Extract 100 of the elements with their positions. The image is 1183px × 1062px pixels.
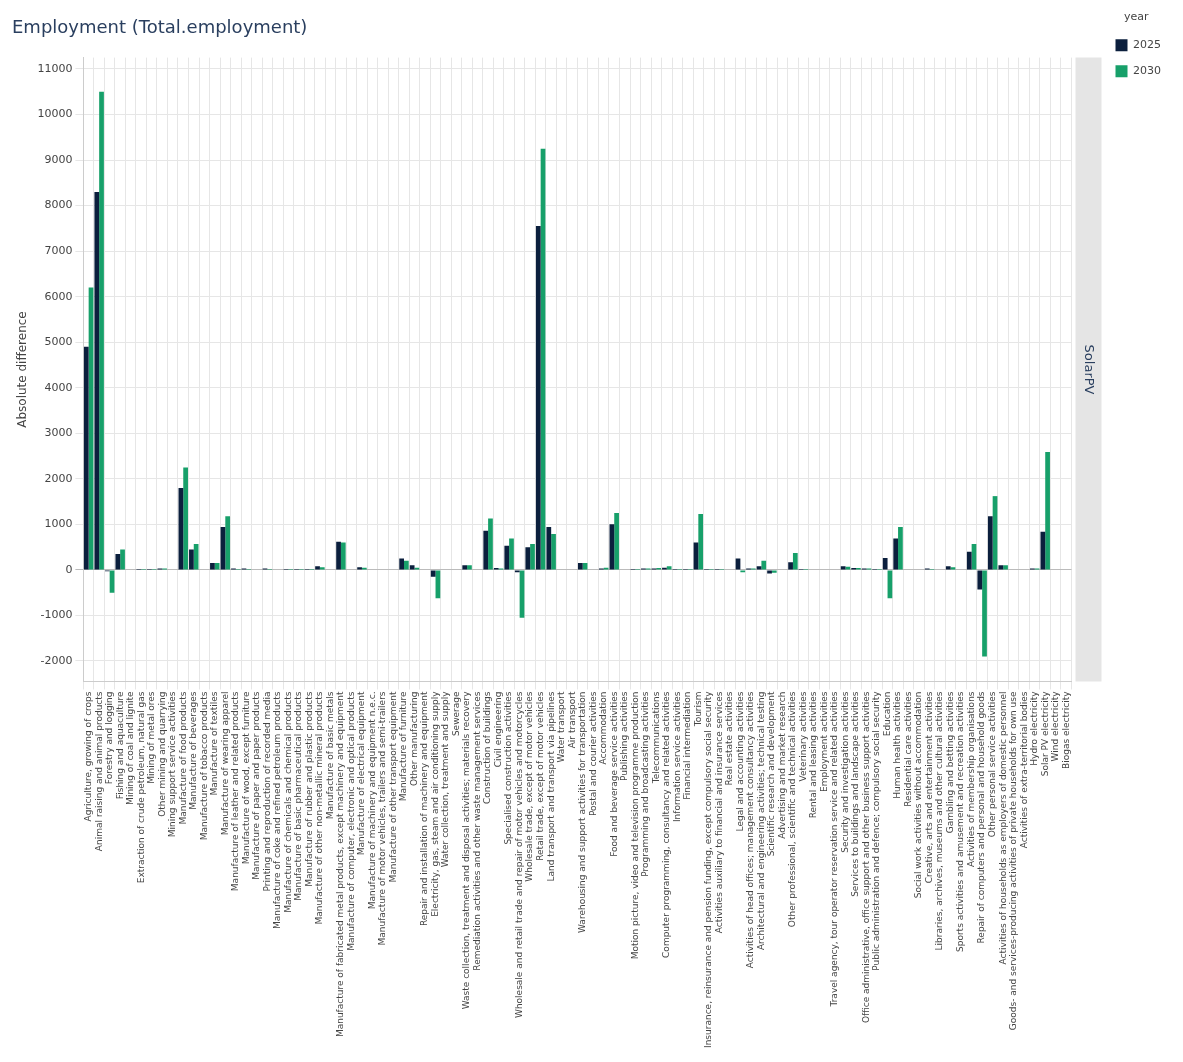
x-tick-label: Electricity, gas, steam and air conditioning supply	[429, 690, 440, 917]
bar	[225, 516, 231, 570]
x-tick-label: Repair and installation of machinery and equipment	[419, 691, 430, 927]
x-tick-label: Manufacture of basic metals	[324, 691, 335, 820]
bar	[504, 545, 510, 570]
x-tick-label: Remediation activities and other waste management services	[471, 691, 482, 971]
x-tick-label: Legal and accounting activities	[734, 691, 745, 832]
x-tick-label: Publishing activities	[619, 691, 630, 781]
x-tick-label: Security and investigation activities	[839, 691, 850, 853]
bar	[788, 562, 793, 570]
bar	[551, 533, 556, 570]
bar	[698, 513, 704, 570]
bar	[998, 565, 1004, 570]
bar	[893, 538, 899, 570]
bar	[399, 558, 404, 570]
bar	[409, 565, 415, 570]
y-tick-label: 6000	[44, 289, 73, 303]
x-tick-label: Postal and courier activities	[587, 691, 598, 817]
bar	[509, 538, 514, 570]
bar	[977, 570, 983, 590]
x-tick-label: Fishing and aquaculture	[114, 691, 125, 800]
x-tick-label: Activities of extra-territorial bodies	[1018, 691, 1029, 849]
x-tick-label: Rental and leasing activities	[808, 691, 819, 819]
x-tick-label: Manufacture of furniture	[398, 691, 409, 802]
bar	[210, 563, 215, 570]
x-tick-label: Advertising and market research	[776, 691, 787, 839]
y-axis-title: Absolute difference	[15, 311, 30, 428]
bar	[83, 346, 89, 570]
x-tick-label: Agriculture, growing of crops	[82, 691, 93, 822]
bar	[430, 570, 436, 577]
x-tick-label: Mining of coal and lignite	[125, 691, 136, 805]
x-tick-label: Human health activities	[892, 691, 903, 799]
x-tick-label: Real estate activities	[724, 691, 735, 786]
x-tick-label: Manufacture of wearing apparel	[219, 691, 230, 836]
y-tick-label: 10000	[37, 107, 73, 121]
bar	[882, 558, 888, 570]
x-tick-label: Manufacture of other transport equipment	[387, 691, 398, 883]
x-tick-label: Solar PV electricity	[1039, 690, 1050, 777]
x-tick-label: Gambling and betting activities	[944, 691, 955, 834]
y-tick-label: 7000	[44, 244, 73, 257]
x-tick-label: Manufacture of coke and refined petroleum products	[272, 691, 283, 929]
x-tick-label: Wind electricity	[1050, 690, 1061, 762]
x-tick-label: Manufacture of fabricated metal products, except machinery and equipment	[335, 691, 346, 1038]
bar	[614, 512, 619, 570]
bar	[1003, 565, 1008, 570]
bar	[94, 191, 100, 570]
bar	[483, 530, 489, 570]
bar	[987, 516, 993, 570]
x-tick-label: Food and beverage service activities	[608, 691, 619, 857]
bar	[530, 543, 535, 570]
bar	[183, 467, 188, 570]
x-tick-label: Forestry and logging	[104, 691, 115, 785]
bar	[404, 560, 409, 570]
bar	[982, 570, 987, 657]
x-tick-label: Manufacture of leather and related products	[230, 691, 241, 892]
x-tick-label: Wholesale trade, except of motor vehicles	[524, 691, 535, 882]
text: SolarPV	[1082, 344, 1098, 395]
x-tick-label: Motion picture, video and television programme production	[629, 691, 640, 960]
legend-label: 2030	[1133, 64, 1162, 78]
x-tick-label: Other professional, scientific and technical activities	[787, 691, 798, 928]
x-tick-label: Animal raising and animal products	[93, 691, 104, 852]
legend-title: year	[1123, 10, 1149, 24]
y-tick-label: 2000	[44, 471, 73, 485]
bar	[336, 541, 341, 570]
x-tick-label: Other mining and quarrying	[156, 691, 167, 817]
chart-title: Employment (Total.employment)	[12, 16, 308, 38]
bar	[340, 542, 346, 570]
bar	[767, 570, 772, 574]
x-tick-label: Printing and reproduction of recorded media	[261, 691, 272, 892]
bar	[945, 566, 951, 570]
x-tick-label: Manufacture of electrical equipment	[356, 691, 367, 856]
x-tick-label: Scientific research and development	[766, 691, 777, 857]
x-tick-label: Manufacture of computer, electronic and optical products	[345, 691, 356, 951]
x-tick-label: Water transport	[556, 691, 567, 763]
y-tick-label: 5000	[44, 335, 73, 349]
bar	[189, 549, 194, 570]
y-tick-label: 3000	[44, 426, 73, 440]
x-tick-label: Other personal service activities	[987, 691, 998, 838]
x-tick-label: Veterinary activities	[797, 691, 808, 782]
x-tick-label: Manufacture of textiles	[209, 691, 220, 796]
bar	[577, 563, 583, 570]
x-tick-label: Public administration and defence; compulsory social security	[871, 690, 882, 971]
x-tick-label: Retail trade, except of motor vehicles	[535, 691, 545, 861]
y-tick-label: 9000	[44, 152, 73, 166]
x-tick-label: Manufacture of food products	[177, 691, 188, 825]
bar	[1040, 531, 1046, 570]
x-tick-label: Water collection, treatment and supply	[440, 690, 451, 868]
bar	[1045, 451, 1050, 570]
bar	[546, 527, 552, 570]
x-tick-label: Repair of computers and personal and household goods	[976, 691, 987, 944]
x-tick-label: Manufacture of rubber and plastic products	[303, 691, 314, 887]
x-tick-label: Residential care activities	[902, 691, 913, 807]
y-tick-label: -1000	[40, 608, 73, 622]
x-tick-label: Education	[881, 691, 892, 737]
x-tick-label: Manufacture of basic pharmaceutical products	[293, 691, 304, 901]
x-tick-label: Manufacture of other non-metallic mineral products	[314, 691, 325, 925]
x-tick-label: Employment activities	[818, 691, 829, 792]
x-tick-label: Office administrative, office support and other business support activities	[860, 691, 871, 1024]
bar	[120, 549, 125, 570]
x-tick-label: Civil engineering	[492, 691, 503, 768]
